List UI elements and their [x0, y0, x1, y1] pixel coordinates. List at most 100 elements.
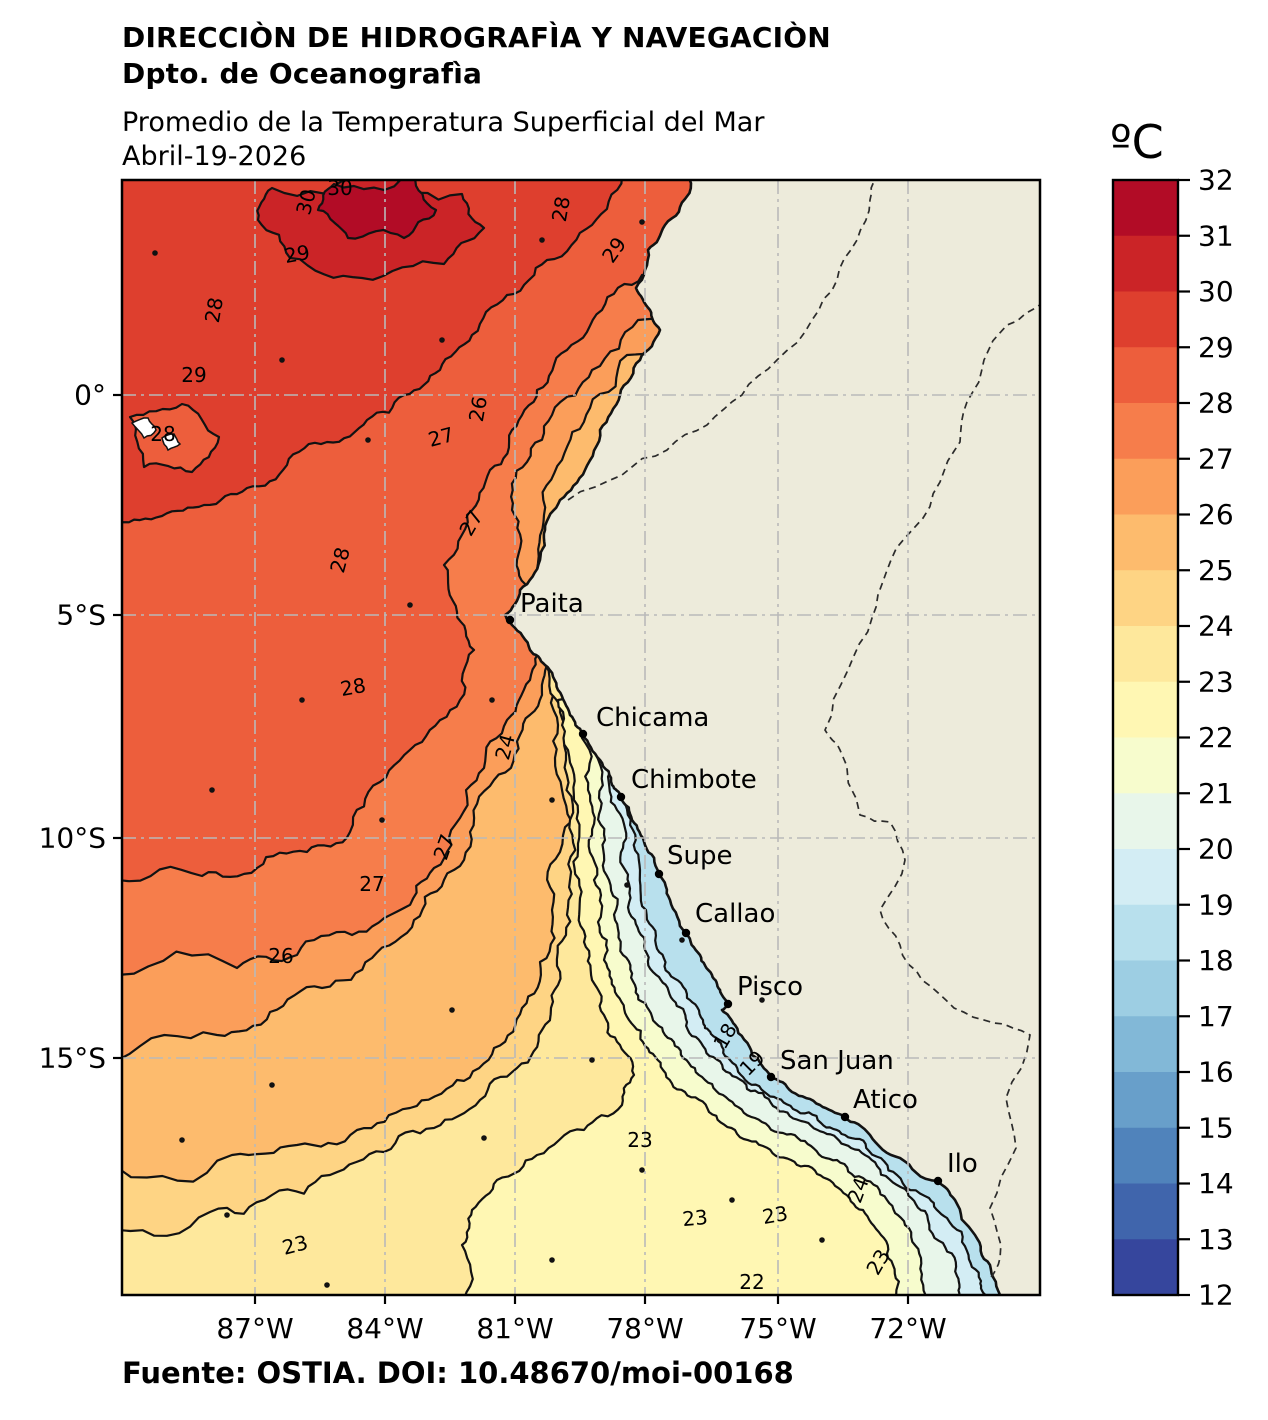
city-label: Pisco [737, 972, 803, 1002]
colorbar-band [1113, 570, 1178, 627]
contour-dot [269, 1082, 275, 1088]
contour-dot [679, 937, 685, 943]
country-borders [567, 180, 1040, 1281]
colorbar-tick-label: 18 [1198, 944, 1234, 977]
contour-label: 28 [200, 295, 228, 324]
contour-dot [549, 797, 555, 803]
colorbar-unit-label: ºC [1110, 115, 1164, 169]
colorbar-band [1113, 291, 1178, 348]
contour-label: 26 [268, 944, 293, 968]
contour-label: 28 [338, 673, 367, 701]
contour-label: 26 [464, 394, 492, 423]
city-dot [681, 928, 691, 938]
colorbar-band [1113, 1183, 1178, 1240]
colorbar-tick-label: 30 [1198, 275, 1234, 308]
sst-contour-band [316, 180, 438, 240]
x-tick-label: 75°W [739, 1312, 816, 1345]
colorbar-band [1113, 626, 1178, 683]
contour-dot [224, 1212, 230, 1218]
contour-label: 23 [627, 1128, 652, 1152]
contour-dot [324, 1282, 330, 1288]
contour-label: 29 [282, 240, 311, 268]
border-line [824, 303, 1040, 1281]
colorbar-tick-label: 16 [1198, 1056, 1234, 1089]
city-label: Callao [695, 899, 775, 929]
colorbar-tick-label: 21 [1198, 777, 1234, 810]
colorbar-band [1113, 1127, 1178, 1185]
contour-dot [819, 1237, 825, 1243]
colorbar-band [1113, 960, 1178, 1017]
y-tick-label: 15°S [39, 1042, 106, 1075]
colorbar-tick-label: 32 [1198, 164, 1234, 197]
colorbar-band [1113, 458, 1178, 516]
contour-labels: 30 30292829282928262727282824272726181923… [150, 176, 894, 1294]
contour-dot [379, 817, 385, 823]
colorbar: 32 31 30 29 28 27 26 25 24 23 22 21 20 19 18 17 16 15 14 13… [1111, 164, 1234, 1312]
y-tick-label: 0° [74, 379, 106, 412]
contour-dot [489, 697, 495, 703]
city-label: Chimbote [631, 765, 757, 795]
contour-dot [549, 1257, 555, 1263]
contour-label: 29 [181, 363, 206, 387]
colorbar-band [1113, 1016, 1178, 1073]
land-south-america [503, 180, 1040, 1295]
minor-contour-dots [152, 219, 825, 1288]
colorbar-tick-label: 27 [1198, 442, 1234, 475]
colorbar-tick-label: 28 [1198, 387, 1234, 420]
map-subtitle: Promedio de la Temperatura Superficial d… [122, 106, 765, 138]
colorbar-band [1113, 235, 1178, 293]
colorbar-band [1113, 849, 1178, 906]
colorbar-band [1113, 904, 1178, 962]
city-dot [654, 869, 664, 879]
x-tick-label: 81°W [476, 1312, 553, 1345]
contour-label: 30 [327, 176, 352, 200]
map-frame [120, 178, 1042, 1297]
island [130, 417, 157, 440]
contour-label: 28 [150, 422, 175, 446]
contour-label: 28 [547, 194, 575, 223]
colorbar-tick-label: 12 [1198, 1279, 1234, 1312]
contour-label: 23 [681, 1205, 708, 1231]
city-dot [933, 1176, 943, 1186]
contour-dot [179, 1137, 185, 1143]
y-tick-label: 5°S [56, 599, 106, 632]
contour-dot [639, 1167, 645, 1173]
colorbar-tick-label: 13 [1198, 1223, 1234, 1256]
colorbar-tick-label: 25 [1198, 554, 1234, 587]
contour-label: 27 [359, 872, 384, 896]
graticule [122, 180, 1040, 1295]
contour-dot [299, 697, 305, 703]
colorbar-tick-label: 24 [1198, 610, 1234, 643]
islands [130, 417, 182, 452]
colorbar-band [1113, 347, 1178, 404]
city-label: Atico [853, 1085, 918, 1115]
contour-dot [449, 1007, 455, 1013]
colorbar-tick-label: 14 [1198, 1167, 1234, 1200]
colorbar-band [1113, 737, 1178, 794]
city-dot [766, 1072, 776, 1082]
city-label: Supe [667, 841, 732, 871]
axes: 87°W 84°W 81°W 78°W 75°W 72°W 0° 5°S 10°S 15°S [39, 379, 947, 1346]
colorbar-tick-label: 26 [1198, 498, 1234, 531]
colorbar-band [1113, 681, 1178, 739]
city-label: Ilo [947, 1149, 978, 1179]
map-date: Abril-19-2026 [122, 141, 307, 173]
city-label: Chicama [596, 703, 709, 733]
colorbar-tick-label: 15 [1198, 1111, 1234, 1144]
colorbar-tick-label: 23 [1198, 665, 1234, 698]
colorbar-tick-label: 20 [1198, 833, 1234, 866]
org-title-line2: Dpto. de Oceanografìa [122, 56, 483, 90]
contour-dot [209, 787, 215, 793]
city-label: Paita [520, 589, 584, 619]
org-title-line1: DIRECCIÒN DE HIDROGRAFÌA Y NAVEGACIÒN [122, 21, 831, 54]
city-label: San Juan [780, 1046, 894, 1076]
city-dot [723, 999, 733, 1009]
colorbar-tick-label: 19 [1198, 888, 1234, 921]
colorbar-band [1113, 1072, 1178, 1129]
colorbar-tick-label: 29 [1198, 331, 1234, 364]
island [161, 433, 182, 452]
contour-dot [589, 1057, 595, 1063]
source-note: Fuente: OSTIA. DOI: 10.48670/moi-00168 [122, 1356, 794, 1390]
